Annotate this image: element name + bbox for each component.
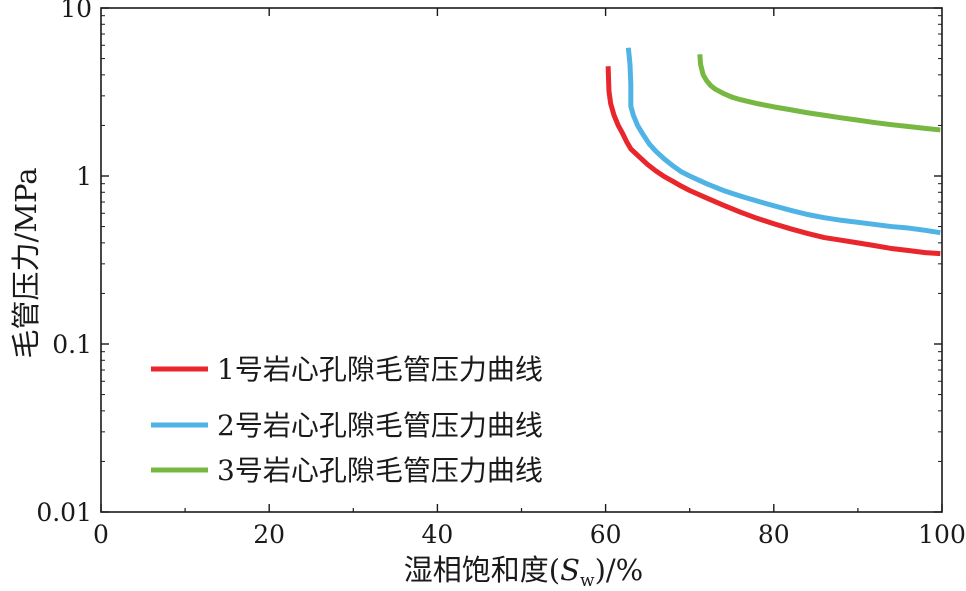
- x-tick-label: 100: [918, 520, 966, 549]
- y-tick-label: 1: [76, 162, 92, 191]
- legend-label-2: 2号岩心孔隙毛管压力曲线: [217, 409, 543, 442]
- x-tick-label: 60: [590, 520, 622, 549]
- x-tick-label: 80: [758, 520, 790, 549]
- series-line-1: [605, 66, 941, 257]
- y-tick-label: 10: [60, 0, 92, 23]
- x-axis-title: 湿相饱和度(Sw)/%: [404, 553, 643, 587]
- y-axis-title: 毛管压力/MPa: [9, 168, 43, 359]
- legend-label-1: 1号岩心孔隙毛管压力曲线: [217, 353, 543, 386]
- x-tick-label: 20: [253, 520, 285, 549]
- legend-label-3: 3号岩心孔隙毛管压力曲线: [217, 454, 543, 487]
- series-line-2: [625, 47, 941, 236]
- x-tick-label: 0: [93, 520, 109, 549]
- y-tick-label: 0.1: [52, 330, 92, 359]
- x-tick-label: 40: [421, 520, 453, 549]
- y-tick-label: 0.01: [36, 498, 92, 527]
- series-line-3: [697, 54, 941, 133]
- series-group: [605, 47, 941, 257]
